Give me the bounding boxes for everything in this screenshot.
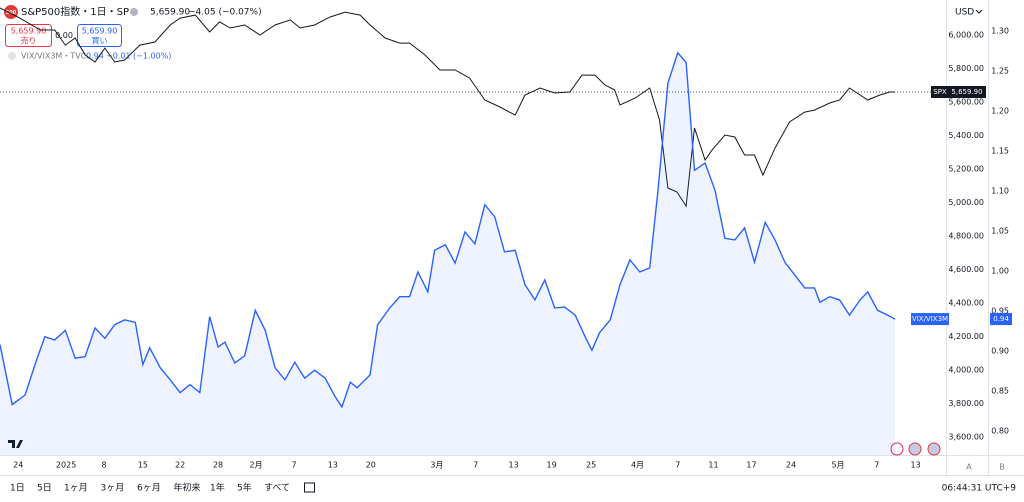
y2-tick-label: 0.80: [991, 427, 1009, 436]
x-tick-label: 7: [874, 461, 879, 470]
series-line: [0, 51, 896, 409]
event-icon[interactable]: [908, 442, 922, 456]
range-button[interactable]: すべて: [264, 483, 290, 494]
scale-button[interactable]: A: [966, 463, 972, 472]
range-button[interactable]: 1年: [210, 482, 225, 494]
symbol-tag-label: SPX: [933, 88, 947, 96]
y-tick-label: 5,600.00: [948, 98, 984, 107]
y-tick-label: 4,400.00: [948, 299, 984, 308]
buy-button[interactable]: [77, 24, 122, 47]
price-tag: [949, 85, 986, 98]
y2-tick-label: 1.10: [991, 187, 1009, 196]
y2-tick-label: 0.85: [991, 387, 1009, 396]
sell-price: 5,659.90: [11, 27, 47, 36]
symbol-title: S&P500指数・1日・SP: [21, 5, 129, 18]
y-tick-label: 4,800.00: [948, 232, 984, 241]
compare-symbol: VIX/VIX3M・TVC: [21, 52, 87, 61]
x-tick-label: 25: [586, 461, 596, 470]
clock: 06:44:31 UTC+9: [942, 484, 1017, 494]
x-tick-label: 7: [292, 461, 297, 470]
price-tag-label: 0.94: [993, 315, 1009, 323]
y2-tick-label: 1.15: [991, 147, 1009, 156]
x-tick-label: 20: [366, 461, 376, 470]
y2-tick-label: 1.30: [991, 27, 1009, 36]
y-tick-label: 5,200.00: [948, 165, 984, 174]
y2-tick-label: 1.25: [991, 67, 1009, 76]
x-tick-label: 7: [473, 461, 478, 470]
x-tick-label: 19: [547, 461, 557, 470]
y-tick-label: 4,600.00: [948, 265, 984, 274]
compare-change: −0.01 (−1.00%): [106, 52, 171, 61]
range-button[interactable]: 年初来: [174, 482, 201, 494]
y2-tick-label: 1.00: [991, 267, 1009, 276]
symbol-icon-text: 500: [6, 10, 17, 16]
x-tick-label: 24: [786, 461, 796, 470]
x-tick-label: 11: [708, 461, 718, 470]
area-fill: [0, 52, 896, 456]
price-tag-label: 5,659.90: [951, 88, 982, 96]
x-tick-label: 13: [911, 461, 921, 470]
x-tick-label: 22: [175, 461, 185, 470]
y-tick-label: 6,000.00: [948, 31, 984, 40]
x-tick-label: 4月: [631, 461, 644, 470]
range-button[interactable]: 1日: [10, 483, 25, 494]
x-tick-label: 28: [213, 461, 223, 470]
series-line: [0, 7, 896, 208]
x-tick-label: 5月: [832, 461, 845, 470]
y-tick-label: 5,000.00: [948, 198, 984, 207]
symbol-tag: [911, 313, 949, 326]
range-button[interactable]: 3ヶ月: [101, 483, 125, 494]
currency[interactable]: USD: [955, 8, 974, 18]
price-tag: [990, 313, 1012, 326]
buy-price: 5,659.90: [82, 27, 118, 36]
y2-tick-label: 0.90: [991, 347, 1009, 356]
x-tick-label: 2025: [56, 461, 76, 470]
x-tick-label: 24: [13, 461, 23, 470]
y-tick-label: 3,800.00: [948, 399, 984, 408]
sell-label: 売り: [21, 36, 37, 46]
visibility-icon[interactable]: [8, 52, 16, 60]
last-price: 5,659.90: [150, 8, 190, 18]
x-tick-label: 13: [509, 461, 519, 470]
y-tick-label: 5,400.00: [948, 131, 984, 140]
logo: [8, 440, 23, 448]
scale-button[interactable]: B: [999, 463, 1005, 472]
event-icon[interactable]: [890, 442, 904, 456]
x-tick-label: 13: [328, 461, 338, 470]
y-tick-label: 4,200.00: [948, 332, 984, 341]
compare-price: 0.94: [86, 52, 104, 61]
price-change: −4.05 (−0.07%): [188, 8, 262, 18]
buy-label: 買い: [92, 37, 108, 46]
range-button[interactable]: 5日: [37, 483, 52, 494]
symbol-tag-label: VIX/VIX3M: [912, 315, 948, 323]
range-button[interactable]: 6ヶ月: [137, 483, 161, 494]
date-range-icon[interactable]: [304, 482, 315, 493]
currency-arrow: [975, 9, 983, 14]
x-tick-label: 7: [675, 461, 680, 470]
event-icon[interactable]: [927, 442, 941, 456]
x-tick-label: 3月: [430, 461, 443, 470]
x-tick-label: 17: [746, 461, 756, 470]
symbol-tag: [931, 85, 949, 98]
y2-tick-label: 1.05: [991, 227, 1009, 236]
y2-tick-label: 1.20: [991, 107, 1009, 116]
range-button[interactable]: 1ヶ月: [64, 483, 88, 494]
y-tick-label: 3,600.00: [948, 433, 984, 442]
x-tick-label: 8: [102, 461, 107, 470]
y-tick-label: 4,000.00: [948, 366, 984, 375]
x-tick-label: 15: [138, 461, 148, 470]
y2-tick-label: 0.95: [991, 307, 1009, 316]
market-status: [130, 8, 138, 16]
range-button[interactable]: 5年: [237, 482, 252, 494]
x-tick-label: 2月: [250, 461, 263, 470]
spread: 0.00: [55, 31, 73, 40]
y-tick-label: 5,800.00: [948, 64, 984, 73]
